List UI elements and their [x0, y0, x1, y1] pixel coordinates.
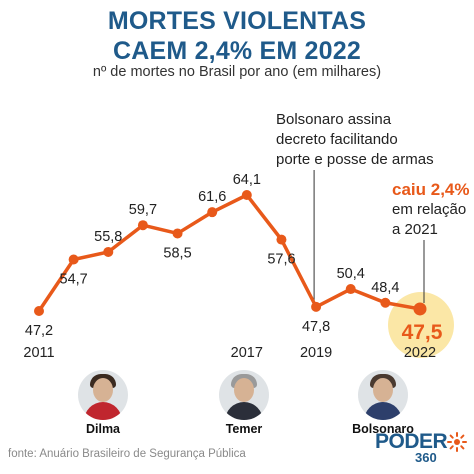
avatar — [358, 370, 408, 420]
annotation-line: Bolsonaro assina — [276, 111, 392, 128]
data-point — [276, 234, 287, 245]
annotation-line: decreto facilitando — [276, 131, 398, 148]
data-label: 55,8 — [94, 229, 122, 245]
data-label: 54,7 — [60, 272, 88, 288]
data-point — [34, 306, 44, 316]
data-label: 48,4 — [371, 280, 399, 296]
x-tick-label: 2019 — [300, 345, 332, 361]
data-point — [172, 228, 183, 239]
chart-title-line1: MORTES VIOLENTAS — [107, 7, 367, 35]
x-tick-label: 2017 — [231, 345, 263, 361]
avatar — [219, 370, 269, 420]
annotation-bolsonaro-decree: Bolsonaro assina decreto facilitando por… — [276, 110, 434, 170]
logo-text: PODER — [375, 430, 448, 453]
avatar-head — [234, 378, 254, 402]
president-bolsonaro: Bolsonaro — [335, 370, 431, 436]
presidents-row: Dilma Temer Bolsonaro — [0, 370, 474, 436]
avatar-body — [364, 402, 402, 420]
data-point — [68, 254, 79, 265]
avatar-body — [225, 402, 263, 420]
data-label: 47,2 — [25, 323, 53, 339]
logo-mark-icon — [447, 432, 467, 452]
president-name: Dilma — [85, 422, 121, 436]
avatar-head — [373, 378, 393, 402]
annotation-fall: caiu 2,4% em relação a 2021 — [392, 180, 470, 240]
data-label: 58,5 — [163, 245, 191, 261]
annotation-line: porte e posse de armas — [276, 151, 434, 168]
source-footer: fonte: Anuário Brasileiro de Segurança P… — [8, 448, 246, 460]
poder360-logo: PODER 360 — [375, 430, 470, 470]
data-label: 47,5 — [402, 321, 443, 344]
president-temer: Temer — [196, 370, 292, 436]
x-tick-label: 2011 — [23, 345, 54, 361]
data-label: 57,6 — [267, 252, 295, 268]
data-point — [241, 190, 252, 200]
data-point — [137, 220, 148, 231]
annotation-fall-headline: caiu 2,4% — [392, 180, 470, 199]
avatar-body — [84, 402, 122, 420]
avatar-head — [93, 378, 113, 402]
president-name: Temer — [225, 422, 263, 436]
data-point — [103, 246, 114, 257]
chart-subtitle: nº de mortes no Brasil por ano (em milha… — [92, 64, 382, 80]
president-name: Bolsonaro — [352, 422, 414, 436]
logo-sub: 360 — [415, 450, 437, 465]
president-dilma: Dilma — [55, 370, 151, 436]
data-label: 64,1 — [233, 172, 261, 188]
data-point — [345, 284, 356, 295]
avatar — [78, 370, 128, 420]
data-label: 47,8 — [302, 319, 330, 335]
annotation-line: a 2021 — [392, 221, 438, 238]
data-label: 61,6 — [198, 189, 226, 205]
series-line — [37, 193, 421, 312]
data-label: 59,7 — [129, 202, 157, 218]
data-point — [207, 207, 218, 218]
chart-title-line2: CAEM 2,4% EM 2022 — [113, 37, 361, 65]
data-label: 50,4 — [337, 266, 365, 282]
annotation-line: em relação — [392, 201, 467, 218]
data-point — [311, 301, 322, 312]
x-tick-label: 2022 — [404, 345, 436, 361]
data-point — [380, 297, 391, 308]
data-point — [413, 302, 427, 316]
